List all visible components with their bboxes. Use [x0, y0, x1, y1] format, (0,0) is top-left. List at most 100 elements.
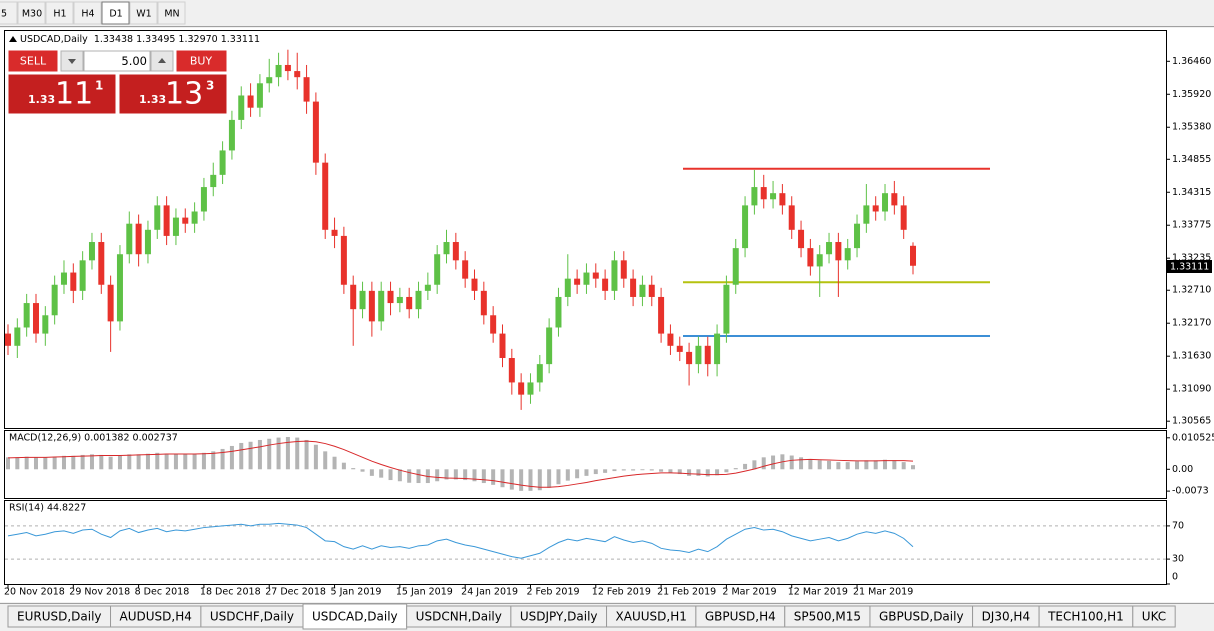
candle-body: [14, 327, 21, 346]
down-arrow: [68, 59, 76, 64]
timeframe-button[interactable]: [73, 1, 102, 25]
candle-body: [620, 260, 627, 279]
chart-tab-label[interactable]: USDCNH,Daily: [416, 610, 502, 624]
candle-body: [882, 193, 889, 212]
candle-body: [499, 333, 506, 359]
x-tick-label: 2 Mar 2019: [722, 587, 776, 598]
candle-body: [107, 284, 114, 322]
candle-body: [210, 174, 217, 188]
macd-bar: [528, 469, 533, 491]
candle-body: [686, 351, 693, 365]
macd-bar: [593, 469, 598, 475]
candle-body: [60, 272, 67, 285]
macd-bar: [519, 469, 524, 491]
timeframe-button[interactable]: [0, 1, 18, 25]
bid-box[interactable]: [7, 73, 117, 115]
candle-body: [462, 260, 469, 279]
y-tick-label: 0.00: [1172, 464, 1193, 475]
x-tick-label: 5 Jan 2019: [331, 587, 382, 598]
macd-bar: [15, 457, 20, 470]
chart-tab-label[interactable]: GBPUSD,H4: [705, 610, 776, 624]
chart-tab-label[interactable]: XAUUSD,H1: [616, 610, 687, 624]
chart-tab-label[interactable]: SP500,M15: [794, 610, 861, 624]
y-tick-label: 1.34855: [1172, 154, 1211, 165]
candle-body: [116, 254, 123, 322]
chart-tab-label[interactable]: UKC: [1142, 610, 1166, 624]
chart-tab[interactable]: [1132, 605, 1176, 628]
timeframe-label[interactable]: W1: [136, 9, 151, 20]
chart-tab-label[interactable]: USDCAD,Daily: [312, 610, 398, 624]
macd-bar: [537, 469, 542, 491]
candle-body: [611, 260, 618, 291]
candle-body: [723, 284, 730, 334]
macd-bar: [799, 457, 804, 470]
buy-button[interactable]: [175, 49, 228, 73]
chart-tab-label[interactable]: USDCHF,Daily: [210, 610, 294, 624]
x-tick-label: 18 Dec 2018: [200, 587, 261, 598]
candle-body: [23, 303, 30, 328]
ask-big: 1.33: [139, 93, 166, 106]
macd-bar: [491, 469, 496, 485]
buy-label[interactable]: BUY: [190, 55, 213, 68]
candle-body: [863, 205, 870, 224]
macd-bar: [257, 439, 262, 470]
candle-body: [350, 284, 357, 310]
candle-body: [452, 242, 459, 261]
timeframe-label[interactable]: D1: [109, 9, 122, 20]
candle-body: [340, 235, 347, 285]
chart-tab-label[interactable]: EURUSD,Daily: [17, 610, 102, 624]
candle-body: [42, 315, 49, 334]
macd-bar: [295, 437, 300, 470]
candle-body: [835, 242, 842, 261]
sell-button[interactable]: [7, 49, 59, 73]
lots-input[interactable]: [83, 50, 151, 72]
timeframe-label[interactable]: M30: [22, 9, 42, 20]
timeframe-label[interactable]: MN: [164, 9, 179, 20]
timeframe-label[interactable]: H1: [53, 9, 66, 20]
chart-tab-label[interactable]: AUDUSD,H4: [120, 610, 192, 624]
macd-bar: [369, 469, 374, 476]
timeframe-button[interactable]: [17, 1, 46, 25]
chart-tab-label[interactable]: TECH100,H1: [1047, 610, 1124, 624]
x-tick-label: 29 Nov 2018: [69, 587, 130, 598]
macd-bar: [771, 455, 776, 470]
chart-tab-label[interactable]: DJ30,H4: [982, 610, 1031, 624]
rsi-panel: [4, 500, 1167, 585]
candle-body: [415, 290, 422, 310]
timeframe-button[interactable]: [157, 1, 186, 25]
candle-body: [508, 358, 515, 383]
rsi-line: [7, 522, 914, 559]
sell-label[interactable]: SELL: [20, 55, 47, 68]
macd-bar: [117, 455, 122, 470]
timeframe-label[interactable]: 5: [1, 9, 7, 20]
candle-body: [816, 254, 823, 267]
timeframe-toolbar: 5 M30 H1 H4 D1 W1 MN: [0, 1, 186, 25]
timeframe-label[interactable]: H4: [81, 9, 94, 20]
candle-body: [79, 260, 86, 291]
macd-bar: [640, 469, 645, 471]
timeframe-button[interactable]: [45, 1, 74, 25]
macd-bar: [472, 469, 477, 482]
x-tick-label: 8 Dec 2018: [135, 587, 190, 598]
macd-bar: [248, 441, 253, 470]
timeframe-button[interactable]: [129, 1, 158, 25]
macd-bar: [696, 469, 701, 476]
candle-body: [471, 278, 478, 291]
chart-tab-label[interactable]: GBPUSD,Daily: [879, 610, 964, 624]
collapse-icon[interactable]: [9, 36, 17, 42]
macd-bar: [659, 469, 664, 472]
macd-bar: [481, 469, 486, 484]
y-tick-label: 1.33775: [1172, 220, 1211, 231]
macd-bar: [24, 456, 29, 470]
lots-value[interactable]: 5.00: [121, 54, 147, 68]
y-tick-label: 1.33235: [1172, 253, 1211, 264]
chart-tab-label[interactable]: USDJPY,Daily: [520, 610, 598, 624]
y-tick-label: 1.31090: [1172, 384, 1211, 395]
candle-body: [434, 254, 441, 285]
candle-body: [648, 284, 655, 297]
candle-body: [714, 333, 721, 365]
timeframe-button[interactable]: [101, 1, 130, 25]
candle-body: [798, 229, 805, 249]
ask-box[interactable]: [118, 73, 228, 115]
